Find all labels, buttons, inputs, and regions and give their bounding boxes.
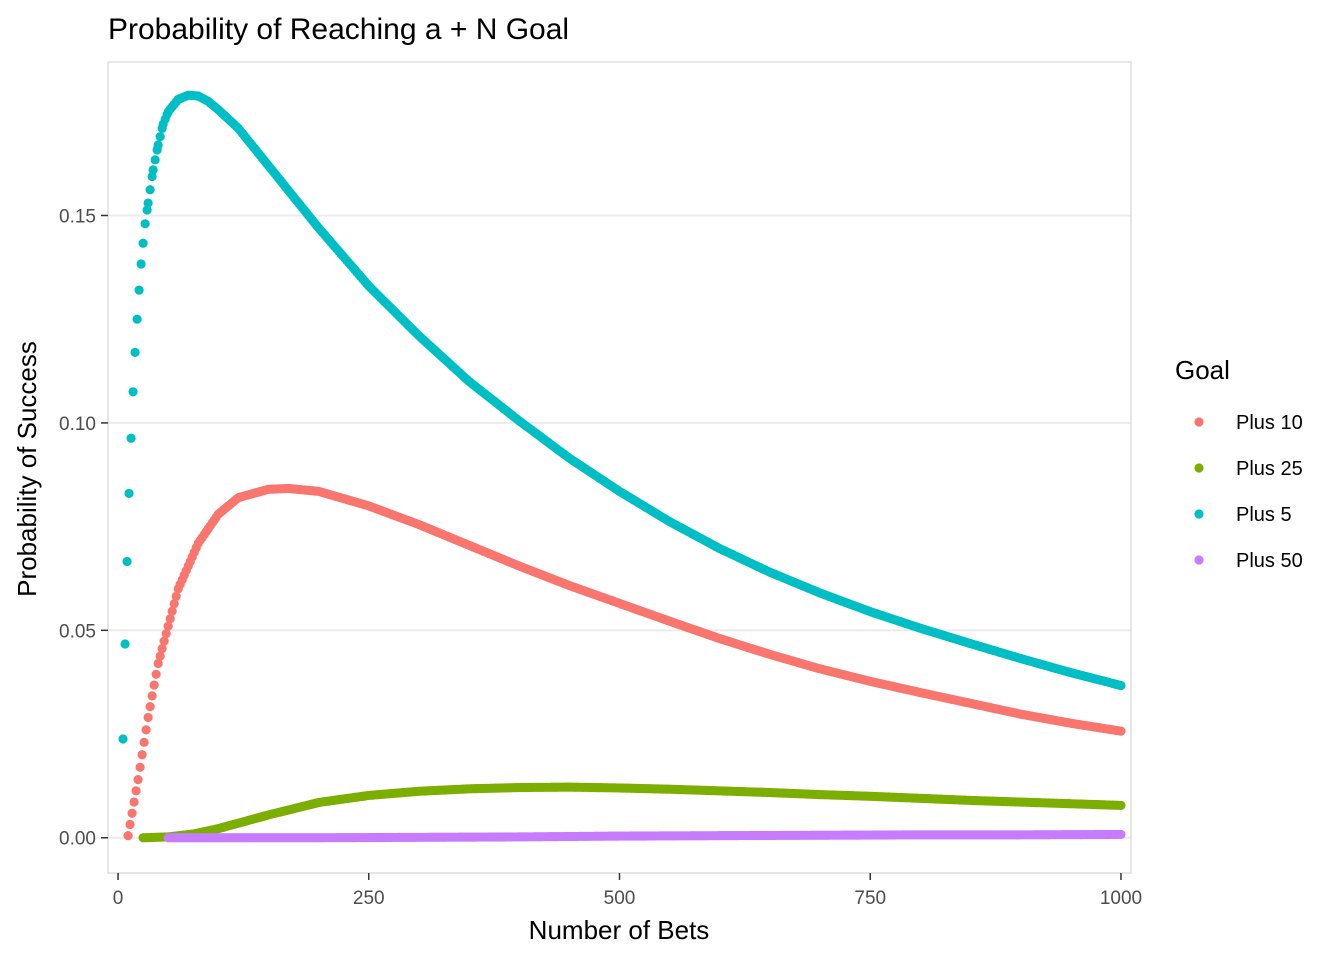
data-point: [1116, 726, 1126, 736]
x-tick-label: 250: [353, 888, 385, 909]
data-point: [140, 219, 150, 229]
data-point: [153, 658, 163, 669]
y-tick-label: 0.00: [59, 829, 96, 850]
data-point: [153, 140, 163, 150]
x-tick-label: 500: [604, 888, 636, 909]
data-point: [123, 831, 133, 841]
data-point: [142, 205, 152, 215]
data-point: [163, 621, 173, 631]
data-point: [126, 433, 136, 443]
x-axis-title: Number of Bets: [529, 915, 710, 945]
legend: Goal Plus 10 Plus 25 Plus 5 Plus 50: [1175, 355, 1303, 572]
data-point: [122, 556, 132, 567]
data-point: [139, 737, 149, 747]
data-point: [171, 591, 181, 601]
plot-area: [107, 61, 1132, 874]
legend-label: Plus 25: [1236, 458, 1303, 480]
data-point: [148, 165, 158, 175]
legend-label: Plus 10: [1236, 412, 1303, 434]
axes: 0 250 500 750 1000 0.00 0.05 0.10 0.15: [59, 206, 1142, 909]
legend-title: Goal: [1175, 355, 1230, 385]
data-point: [137, 750, 147, 760]
data-point: [134, 285, 144, 295]
data-point: [161, 629, 171, 639]
data-point: [155, 132, 165, 142]
y-tick-label: 0.10: [59, 414, 96, 435]
data-point: [118, 734, 128, 744]
series-plus-25: [138, 782, 1126, 843]
series-plus-50: [163, 829, 1126, 843]
data-point: [145, 702, 155, 712]
data-point: [136, 259, 146, 269]
data-point: [143, 712, 153, 723]
data-point: [157, 643, 167, 654]
data-point: [120, 639, 130, 649]
data-point: [133, 775, 143, 785]
data-point: [1116, 680, 1126, 691]
legend-key: [1194, 509, 1204, 519]
x-tick-label: 1000: [1100, 888, 1142, 909]
y-tick-label: 0.05: [59, 621, 96, 642]
legend-label: Plus 50: [1236, 550, 1303, 572]
data-point: [124, 488, 134, 499]
panel-background: [108, 62, 1131, 873]
data-point: [147, 691, 157, 701]
data-point: [128, 387, 138, 397]
data-point: [132, 314, 142, 324]
legend-key: [1194, 555, 1204, 565]
series-plus-5: [118, 90, 1126, 744]
y-axis-title: Probability of Success: [12, 341, 42, 597]
y-tick-label: 0.15: [59, 206, 96, 227]
data-point: [145, 185, 155, 195]
data-point: [130, 347, 140, 357]
data-point: [143, 198, 153, 208]
x-tick-label: 0: [113, 888, 124, 909]
data-point: [131, 786, 141, 796]
data-point: [1116, 829, 1126, 840]
data-point: [127, 808, 137, 818]
data-point: [165, 614, 175, 624]
x-tick-label: 750: [854, 888, 886, 909]
data-point: [159, 636, 169, 646]
data-point: [129, 797, 139, 807]
data-point: [138, 238, 148, 248]
data-point: [151, 669, 161, 679]
data-point: [169, 599, 179, 609]
data-point: [135, 762, 145, 772]
legend-key: [1194, 463, 1204, 473]
data-point: [141, 725, 151, 735]
data-point: [1116, 800, 1126, 810]
legend-label: Plus 5: [1236, 504, 1292, 526]
series-plus-10: [123, 483, 1126, 841]
chart-title: Probability of Reaching a + N Goal: [108, 13, 569, 46]
data-point: [125, 819, 135, 830]
legend-key: [1194, 417, 1204, 427]
data-point: [155, 651, 165, 661]
data-point: [149, 680, 159, 690]
data-point: [167, 606, 177, 616]
data-point: [150, 155, 160, 165]
